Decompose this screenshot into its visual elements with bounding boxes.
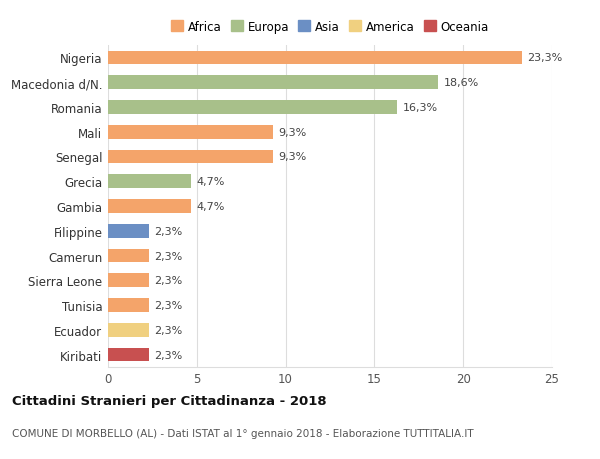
Text: 2,3%: 2,3% — [154, 350, 182, 360]
Text: COMUNE DI MORBELLO (AL) - Dati ISTAT al 1° gennaio 2018 - Elaborazione TUTTITALI: COMUNE DI MORBELLO (AL) - Dati ISTAT al … — [12, 428, 473, 438]
Text: 4,7%: 4,7% — [197, 202, 225, 212]
Text: 2,3%: 2,3% — [154, 325, 182, 335]
Text: 4,7%: 4,7% — [197, 177, 225, 187]
Bar — [108, 175, 191, 189]
Bar — [108, 51, 522, 65]
Text: 2,3%: 2,3% — [154, 301, 182, 310]
Bar — [108, 76, 439, 90]
Text: 9,3%: 9,3% — [278, 152, 307, 162]
Text: Cittadini Stranieri per Cittadinanza - 2018: Cittadini Stranieri per Cittadinanza - 2… — [12, 394, 326, 407]
Text: 2,3%: 2,3% — [154, 251, 182, 261]
Bar — [108, 126, 273, 139]
Text: 23,3%: 23,3% — [527, 53, 562, 63]
Bar — [108, 224, 149, 238]
Bar — [108, 150, 273, 164]
Bar — [108, 274, 149, 287]
Text: 2,3%: 2,3% — [154, 276, 182, 285]
Bar — [108, 249, 149, 263]
Text: 9,3%: 9,3% — [278, 128, 307, 137]
Bar — [108, 200, 191, 213]
Bar — [108, 348, 149, 362]
Text: 18,6%: 18,6% — [443, 78, 479, 88]
Bar — [108, 323, 149, 337]
Text: 16,3%: 16,3% — [403, 103, 438, 112]
Legend: Africa, Europa, Asia, America, Oceania: Africa, Europa, Asia, America, Oceania — [171, 21, 489, 34]
Text: 2,3%: 2,3% — [154, 226, 182, 236]
Bar — [108, 101, 397, 114]
Bar — [108, 299, 149, 312]
